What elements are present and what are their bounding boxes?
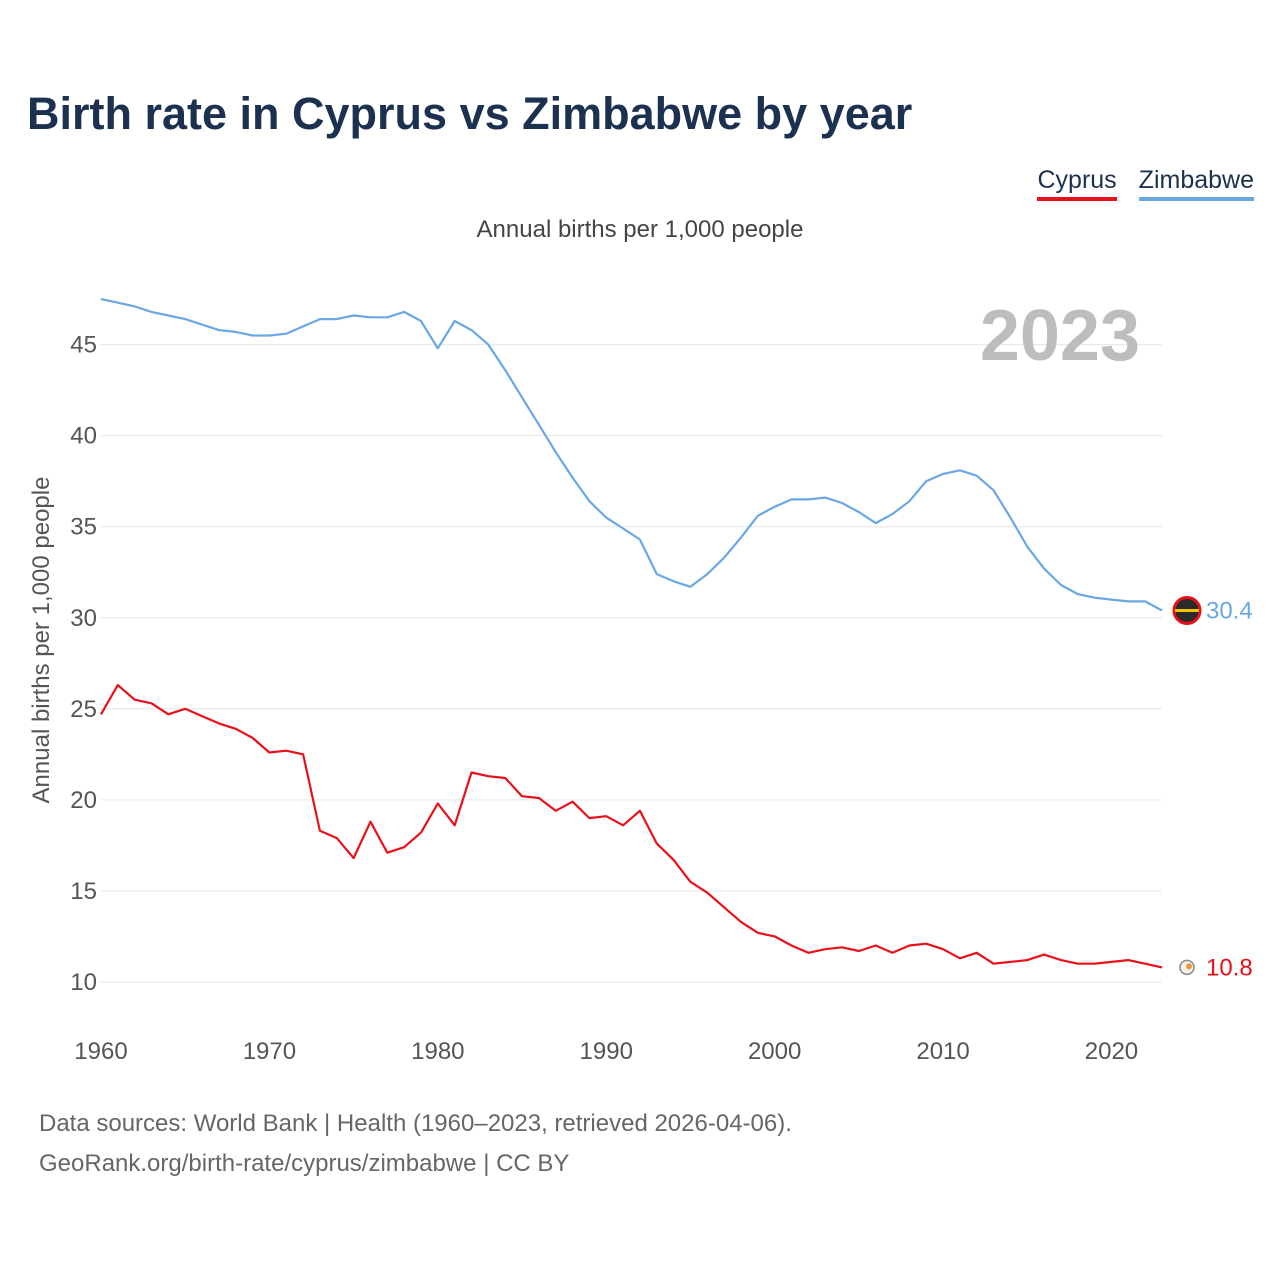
legend-item-zimbabwe[interactable]: Zimbabwe <box>1138 166 1254 201</box>
end-markers: 30.4 10.8 <box>1172 595 1253 981</box>
x-tick-label: 2010 <box>916 1038 969 1065</box>
footer: Data sources: World Bank | Health (1960–… <box>39 1104 792 1184</box>
y-tick-label: 20 <box>70 787 97 814</box>
x-tick-label: 1970 <box>243 1038 296 1065</box>
y-tick-label: 45 <box>70 332 97 359</box>
x-tick-label: 1980 <box>411 1038 464 1065</box>
series-lines <box>100 298 1163 969</box>
cyprus-flag-island <box>1186 963 1192 970</box>
footer-attribution: GeoRank.org/birth-rate/cyprus/zimbabwe |… <box>39 1150 570 1177</box>
series-line-cyprus <box>100 683 1163 969</box>
x-tick-label: 2000 <box>748 1038 801 1065</box>
chart-title: Birth rate in Cyprus vs Zimbabwe by year <box>27 88 913 139</box>
y-tick-label: 15 <box>70 878 97 905</box>
footer-sources: Data sources: World Bank | Health (1960–… <box>39 1110 792 1137</box>
x-tick-label: 1990 <box>580 1038 633 1065</box>
y-tick-label: 10 <box>70 969 97 996</box>
x-axis-ticks: 1960 1970 1980 1990 2000 2010 2020 <box>74 1038 1138 1065</box>
end-value-label-zimbabwe: 30.4 <box>1206 597 1253 624</box>
y-tick-label: 30 <box>70 605 97 632</box>
x-tick-label: 2020 <box>1085 1038 1138 1065</box>
legend-item-cyprus[interactable]: Cyprus <box>1037 166 1117 201</box>
y-axis-ticks: 10 15 20 25 30 35 40 45 <box>70 332 97 996</box>
y-tick-label: 35 <box>70 514 97 541</box>
grid-lines <box>101 344 1162 983</box>
chart-subtitle: Annual births per 1,000 people <box>476 216 804 243</box>
current-year-label: 2023 <box>980 296 1140 376</box>
x-tick-label: 1960 <box>74 1038 127 1065</box>
y-tick-label: 25 <box>70 696 97 723</box>
y-tick-label: 40 <box>70 423 97 450</box>
legend: Cyprus Zimbabwe <box>1037 166 1254 201</box>
series-line-zimbabwe <box>100 298 1163 612</box>
end-value-label-cyprus: 10.8 <box>1206 954 1253 981</box>
